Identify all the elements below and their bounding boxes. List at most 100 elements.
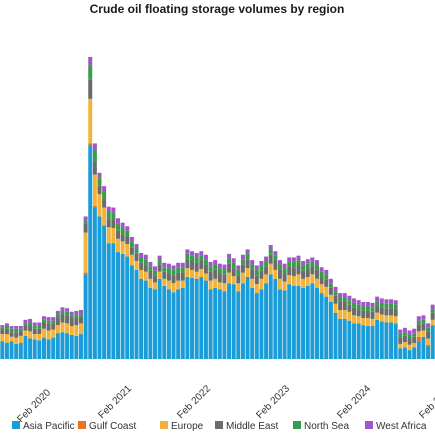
bar-segment-north-sea-34	[157, 260, 162, 265]
bar-segment-asia-pacific-82	[379, 321, 384, 359]
bar-segment-europe-60	[277, 278, 282, 290]
bar-segment-north-sea-93	[430, 309, 435, 313]
bar-segment-west-africa-6	[28, 318, 33, 323]
bar-segment-north-sea-43	[199, 255, 204, 261]
bar-segment-north-sea-40	[185, 253, 190, 260]
bar-segment-europe-64	[296, 274, 301, 286]
bar-segment-north-sea-57	[264, 261, 269, 267]
bar-segment-europe-71	[328, 294, 333, 302]
bar-segment-europe-58	[268, 263, 273, 275]
bar-segment-middle-east-78	[361, 310, 366, 319]
bar-segment-middle-east-61	[282, 273, 287, 282]
bar-segment-west-africa-85	[393, 300, 398, 305]
bar-segment-middle-east-39	[180, 272, 185, 281]
bar-segment-north-sea-69	[319, 271, 324, 278]
bar-segment-europe-47	[217, 282, 222, 290]
bar-segment-middle-east-79	[365, 310, 370, 319]
bar-segment-north-sea-12	[55, 314, 60, 319]
bar-segment-middle-east-75	[347, 304, 352, 312]
bar-segment-asia-pacific-67	[310, 283, 315, 359]
bar-segment-west-africa-74	[342, 293, 347, 298]
bar-segment-middle-east-73	[338, 301, 343, 311]
bar-segment-west-africa-9	[41, 316, 46, 320]
bar-segment-north-sea-2	[9, 328, 14, 333]
bar-segment-west-africa-37	[171, 265, 176, 270]
bar-segment-north-sea-18	[83, 220, 88, 224]
bar-segment-west-africa-83	[384, 299, 389, 304]
bar-segment-north-sea-50	[231, 262, 236, 269]
bar-segment-north-sea-68	[315, 264, 319, 270]
bar-segment-north-sea-60	[277, 264, 282, 270]
bar-segment-west-africa-61	[282, 263, 287, 269]
bar-segment-middle-east-25	[116, 230, 120, 239]
bar-segment-north-sea-30	[139, 257, 144, 263]
bar-segment-europe-42	[194, 271, 199, 279]
bar-segment-middle-east-77	[356, 309, 361, 317]
bar-segment-middle-east-55	[254, 275, 259, 285]
bar-segment-north-sea-74	[342, 297, 347, 302]
bar-segment-middle-east-41	[190, 261, 195, 270]
bar-segment-west-africa-1	[4, 323, 9, 327]
bar-segment-north-sea-67	[310, 261, 315, 267]
bar-segment-asia-pacific-43	[199, 277, 204, 359]
bar-segment-middle-east-0	[0, 329, 5, 335]
bar-segment-west-africa-42	[194, 252, 199, 258]
bar-segment-asia-pacific-61	[282, 290, 287, 359]
bar-segment-middle-east-21	[97, 185, 102, 195]
bar-segment-west-africa-79	[365, 301, 370, 307]
bar-segment-north-sea-55	[254, 269, 259, 276]
bar-segment-middle-east-4	[18, 331, 23, 336]
bar-segment-middle-east-92	[426, 331, 431, 339]
bar-segment-middle-east-62	[287, 266, 292, 276]
bar-segment-north-sea-66	[305, 263, 310, 270]
bar-segment-middle-east-83	[384, 308, 389, 316]
bar-segment-north-sea-70	[324, 274, 329, 280]
bar-segment-middle-east-48	[222, 274, 227, 284]
bar-segment-middle-east-42	[194, 262, 199, 272]
bar-segment-middle-east-47	[217, 273, 222, 283]
bar-segment-north-sea-19	[88, 65, 93, 80]
bar-segment-europe-1	[4, 334, 9, 343]
bar-segment-asia-pacific-36	[166, 289, 171, 359]
bar-segment-europe-69	[319, 284, 324, 294]
bar-segment-west-africa-4	[18, 326, 23, 329]
bar-segment-north-sea-82	[379, 302, 384, 308]
bar-segment-asia-pacific-17	[78, 334, 83, 359]
bar-segment-middle-east-44	[203, 264, 208, 274]
bar-segment-north-sea-76	[352, 302, 357, 308]
bar-segment-west-africa-18	[83, 216, 88, 221]
bar-segment-north-sea-23	[106, 212, 111, 220]
bar-segment-asia-pacific-70	[324, 296, 329, 359]
bar-segment-north-sea-84	[389, 303, 394, 309]
bar-segment-west-africa-33	[153, 266, 158, 271]
bar-segment-europe-13	[60, 322, 65, 333]
bar-segment-north-sea-22	[102, 191, 107, 199]
bar-segment-middle-east-54	[250, 269, 255, 279]
bar-segment-middle-east-52	[240, 264, 245, 273]
bar-segment-north-sea-78	[361, 306, 366, 311]
bar-segment-asia-pacific-48	[222, 291, 227, 359]
bar-segment-west-africa-30	[139, 252, 144, 258]
bar-segment-middle-east-68	[315, 269, 319, 279]
bar-segment-middle-east-12	[55, 318, 60, 326]
bar-segment-north-sea-79	[365, 306, 370, 311]
bar-segment-west-africa-51	[236, 265, 241, 270]
bar-segment-north-sea-15	[69, 315, 74, 319]
bar-segment-middle-east-50	[231, 268, 236, 277]
bar-segment-north-sea-73	[338, 297, 343, 302]
bar-segment-west-africa-82	[379, 298, 384, 303]
bar-segment-west-africa-25	[116, 218, 120, 224]
bar-segment-asia-pacific-63	[291, 285, 296, 359]
bar-segment-asia-pacific-37	[171, 292, 176, 359]
bar-segment-asia-pacific-78	[361, 325, 366, 359]
bar-segment-west-africa-48	[222, 264, 227, 270]
bar-segment-europe-84	[389, 315, 394, 323]
bar-segment-europe-48	[222, 283, 227, 292]
bar-segment-west-africa-47	[217, 263, 222, 269]
bar-segment-europe-39	[180, 280, 185, 288]
bar-segment-asia-pacific-85	[393, 323, 398, 359]
bar-segment-europe-44	[203, 273, 208, 281]
bar-segment-asia-pacific-4	[18, 342, 23, 359]
legend-swatch-europe	[160, 421, 168, 429]
